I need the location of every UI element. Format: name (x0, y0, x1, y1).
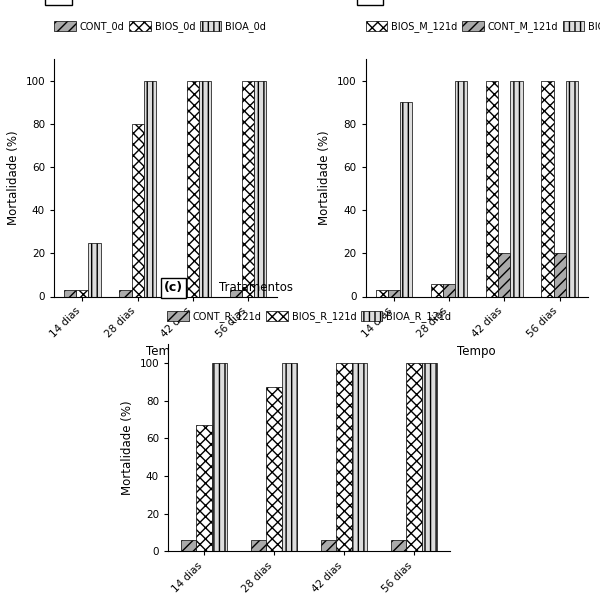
Bar (131, 124, 143, 296)
Bar (76, 290, 88, 296)
Y-axis label: Mortalidade (%): Mortalidade (%) (318, 130, 331, 225)
Bar (486, 81, 499, 296)
Legend: BIOS_M_121d, CONT_M_121d, BIOA_M_121d: BIOS_M_121d, CONT_M_121d, BIOA_M_121d (366, 21, 600, 33)
Bar (199, 81, 211, 296)
Y-axis label: Mortalidade (%): Mortalidade (%) (7, 130, 20, 225)
Bar (251, 540, 266, 551)
Bar (400, 103, 412, 296)
Y-axis label: Mortalidade (%): Mortalidade (%) (121, 400, 134, 495)
Bar (254, 81, 266, 296)
Text: Tratamentos: Tratamentos (94, 0, 168, 2)
Bar (443, 283, 455, 296)
Bar (431, 283, 443, 296)
Bar (281, 363, 297, 551)
Text: Tratamentos: Tratamentos (406, 0, 479, 2)
Text: (b): (b) (359, 0, 380, 2)
Bar (388, 290, 400, 296)
Bar (321, 540, 337, 551)
Legend: CONT_0d, BIOS_0d, BIOA_0d: CONT_0d, BIOS_0d, BIOA_0d (55, 21, 266, 33)
Bar (376, 290, 388, 296)
Bar (242, 81, 254, 296)
Text: Tratamentos: Tratamentos (219, 282, 293, 294)
Bar (337, 363, 352, 551)
Bar (406, 363, 422, 551)
Bar (187, 81, 199, 296)
Legend: CONT_R_121d, BIOS_R_121d, BIOA_R_121d: CONT_R_121d, BIOS_R_121d, BIOA_R_121d (167, 311, 451, 323)
Bar (455, 81, 467, 296)
Bar (181, 540, 196, 551)
X-axis label: Tempo: Tempo (146, 345, 185, 358)
Text: (a): (a) (49, 0, 68, 2)
Bar (566, 81, 578, 296)
Bar (175, 290, 187, 296)
Bar (391, 540, 406, 551)
Bar (499, 253, 511, 296)
Bar (422, 363, 437, 551)
Bar (212, 363, 227, 551)
Bar (143, 81, 156, 296)
Bar (88, 243, 101, 296)
Bar (352, 363, 367, 551)
Bar (230, 290, 242, 296)
X-axis label: Tempo: Tempo (457, 345, 496, 358)
Bar (266, 387, 281, 551)
Bar (119, 290, 131, 296)
Bar (196, 425, 212, 551)
Bar (554, 253, 566, 296)
Bar (511, 81, 523, 296)
Text: (c): (c) (164, 282, 183, 294)
Bar (541, 81, 554, 296)
Bar (64, 290, 76, 296)
